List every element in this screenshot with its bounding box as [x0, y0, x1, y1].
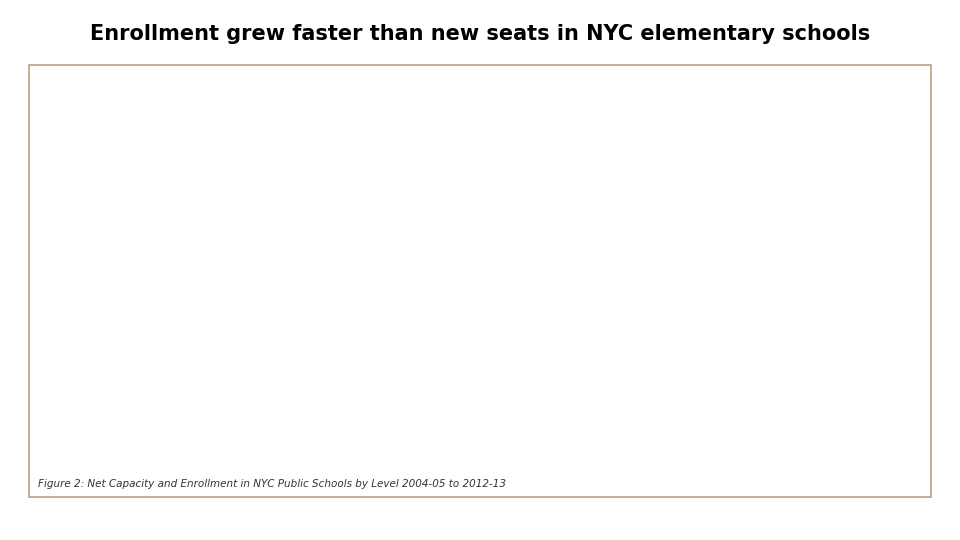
Text: 12,890: 12,890 — [153, 280, 187, 290]
Text: 17,442: 17,442 — [206, 268, 240, 278]
Text: 6,043: 6,043 — [678, 297, 706, 307]
Bar — [200, 280, 247, 324]
Bar — [668, 309, 715, 324]
Bar — [771, 195, 818, 324]
Legend: NET CAPACITY, NET ENROLLMENT: NET CAPACITY, NET ENROLLMENT — [663, 480, 910, 499]
Bar — [824, 324, 871, 333]
Bar — [512, 324, 559, 369]
Text: -9,355: -9,355 — [364, 349, 395, 359]
Text: Figure 2: Net Capacity and Enrollment in NYC Public Schools by Level 2004-05 to : Figure 2: Net Capacity and Enrollment in… — [38, 478, 507, 489]
Title: Net Capacity and Enrollment Changes by School Level
2004-05 to 2012-13: Net Capacity and Enrollment Changes by S… — [297, 125, 721, 159]
Text: 51,110: 51,110 — [778, 184, 811, 193]
Text: 10,429: 10,429 — [621, 286, 656, 296]
Bar — [302, 322, 349, 324]
Text: 27,165: 27,165 — [466, 244, 499, 254]
Text: -3,578: -3,578 — [832, 335, 863, 345]
Text: Enrollment grew faster than new seats in NYC elementary schools: Enrollment grew faster than new seats in… — [90, 24, 870, 44]
Bar — [615, 298, 661, 324]
Text: -17,708: -17,708 — [516, 370, 554, 380]
Bar — [356, 324, 402, 348]
Bar — [147, 292, 194, 324]
Bar — [459, 255, 506, 324]
Text: 626: 626 — [317, 310, 335, 321]
